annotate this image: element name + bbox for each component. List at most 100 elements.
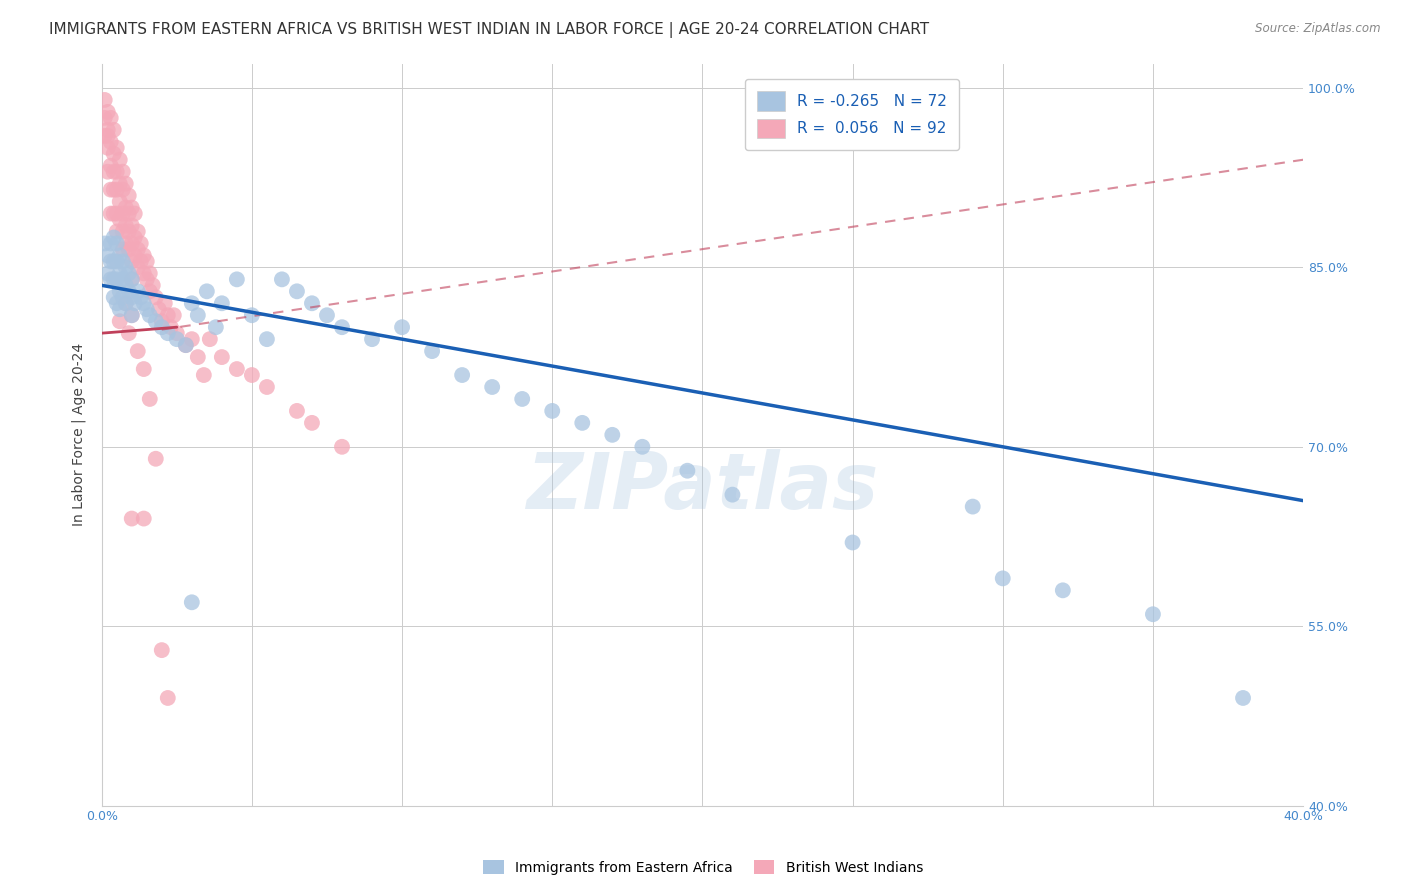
Point: [129, 254, 152, 268]
Point: [111, 254, 134, 268]
Point: [121, 511, 143, 525]
Point: [118, 206, 141, 220]
Point: [124, 206, 146, 220]
Point: [193, 368, 215, 382]
Point: [118, 225, 141, 239]
Point: [127, 344, 149, 359]
Point: [121, 272, 143, 286]
Point: [118, 266, 141, 280]
Point: [1232, 690, 1254, 705]
Point: [118, 326, 141, 341]
Point: [108, 302, 131, 317]
Point: [163, 308, 186, 322]
Point: [174, 338, 197, 352]
Point: [100, 183, 122, 197]
Point: [156, 690, 179, 705]
Point: [180, 595, 202, 609]
Point: [1052, 583, 1074, 598]
Point: [139, 392, 162, 406]
Point: [135, 302, 157, 317]
Point: [103, 164, 125, 178]
Point: [100, 272, 122, 286]
Point: [139, 266, 162, 280]
Point: [100, 206, 122, 220]
Point: [103, 230, 125, 244]
Text: ZIPatlas: ZIPatlas: [526, 449, 879, 524]
Point: [97, 123, 120, 137]
Point: [97, 104, 120, 119]
Point: [180, 296, 202, 310]
Point: [145, 451, 167, 466]
Point: [841, 535, 863, 549]
Point: [111, 225, 134, 239]
Point: [93, 128, 115, 143]
Point: [301, 296, 323, 310]
Point: [676, 464, 699, 478]
Point: [301, 416, 323, 430]
Point: [600, 427, 623, 442]
Text: IMMIGRANTS FROM EASTERN AFRICA VS BRITISH WEST INDIAN IN LABOR FORCE | AGE 20-24: IMMIGRANTS FROM EASTERN AFRICA VS BRITIS…: [49, 22, 929, 38]
Point: [127, 243, 149, 257]
Point: [962, 500, 984, 514]
Point: [631, 440, 654, 454]
Point: [108, 314, 131, 328]
Point: [991, 571, 1014, 585]
Point: [420, 344, 443, 359]
Point: [100, 111, 122, 125]
Point: [129, 290, 152, 304]
Point: [205, 320, 228, 334]
Point: [108, 285, 131, 299]
Point: [100, 236, 122, 251]
Point: [97, 248, 120, 262]
Point: [211, 350, 233, 364]
Point: [103, 254, 125, 268]
Point: [124, 248, 146, 262]
Point: [135, 272, 157, 286]
Point: [145, 290, 167, 304]
Point: [150, 314, 173, 328]
Point: [103, 206, 125, 220]
Point: [285, 285, 308, 299]
Point: [153, 296, 176, 310]
Point: [111, 164, 134, 178]
Point: [108, 153, 131, 167]
Point: [118, 188, 141, 202]
Text: Source: ZipAtlas.com: Source: ZipAtlas.com: [1256, 22, 1381, 36]
Point: [97, 141, 120, 155]
Point: [121, 236, 143, 251]
Point: [139, 285, 162, 299]
Point: [97, 164, 120, 178]
Point: [124, 230, 146, 244]
Point: [100, 159, 122, 173]
Point: [541, 404, 564, 418]
Point: [100, 135, 122, 149]
Point: [132, 296, 155, 310]
Point: [105, 236, 128, 251]
Point: [127, 260, 149, 275]
Point: [103, 146, 125, 161]
Point: [330, 440, 353, 454]
Point: [111, 272, 134, 286]
Point: [135, 254, 157, 268]
Point: [111, 243, 134, 257]
Point: [121, 201, 143, 215]
Point: [256, 380, 278, 394]
Point: [187, 350, 209, 364]
Point: [361, 332, 384, 346]
Point: [118, 285, 141, 299]
Point: [271, 272, 294, 286]
Point: [187, 308, 209, 322]
Point: [391, 320, 413, 334]
Point: [451, 368, 474, 382]
Point: [142, 278, 165, 293]
Point: [132, 266, 155, 280]
Point: [111, 183, 134, 197]
Point: [121, 308, 143, 322]
Point: [510, 392, 533, 406]
Point: [97, 266, 120, 280]
Point: [108, 194, 131, 209]
Point: [108, 177, 131, 191]
Point: [108, 266, 131, 280]
Point: [330, 320, 353, 334]
Point: [100, 254, 122, 268]
